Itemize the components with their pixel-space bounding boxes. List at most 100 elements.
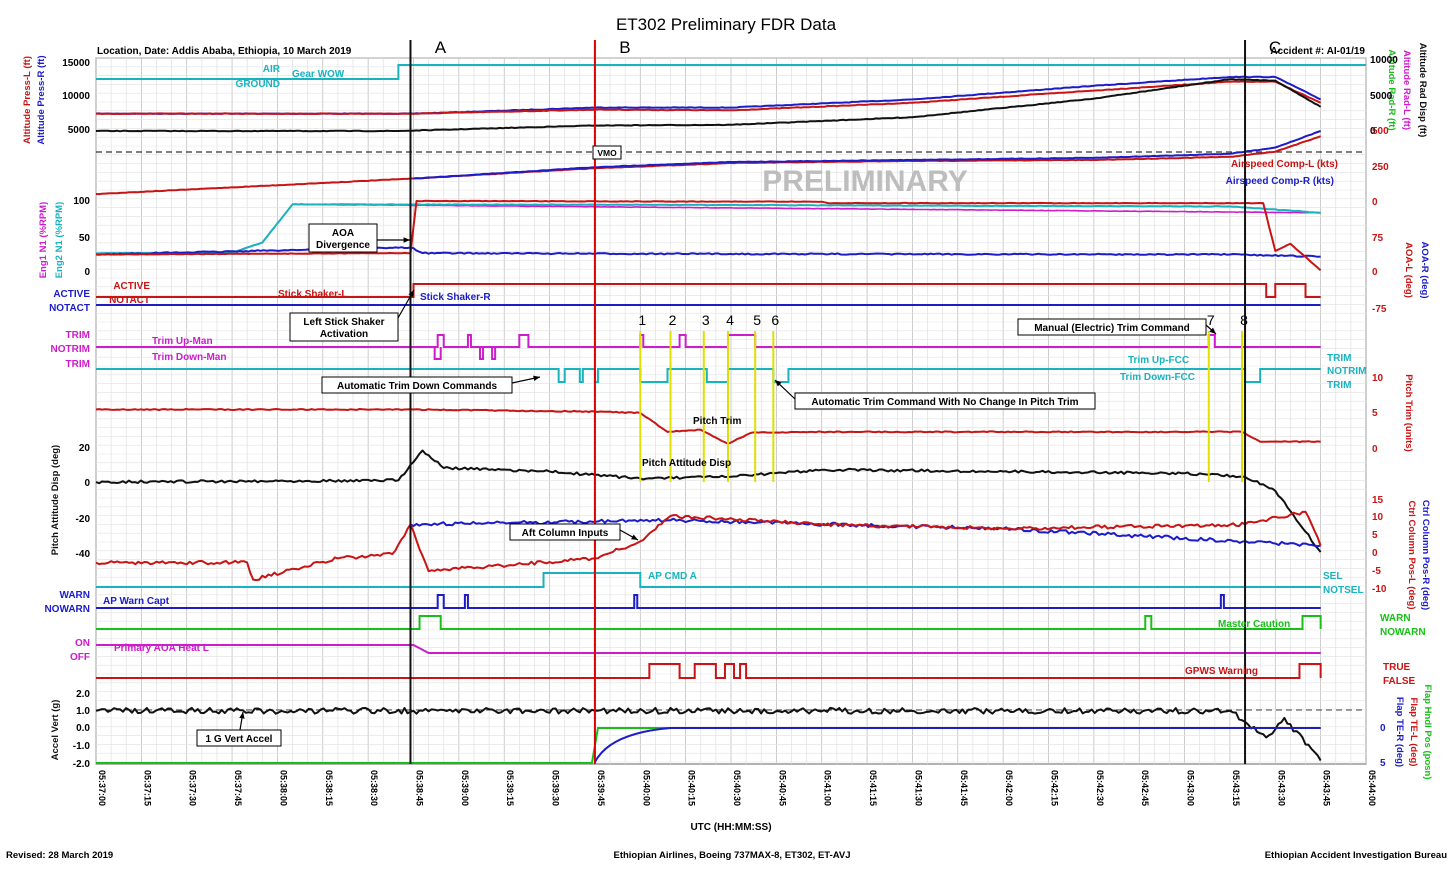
- callout-auto-trim-down-arrow-head: [533, 375, 540, 382]
- left-tick-pitch-att: 0: [84, 478, 90, 489]
- x-tick-label: 05:42:15: [1050, 770, 1060, 806]
- series-aoa-l: [95, 199, 1322, 271]
- series-airspeed-l: [95, 135, 1321, 196]
- right-tick-ctrl-col: -10: [1372, 584, 1387, 595]
- label-notact-red: NOTACT: [109, 295, 150, 306]
- x-tick-label: 05:37:45: [233, 770, 243, 806]
- label-sel: SEL: [1323, 571, 1342, 582]
- callout-aft-column-text: Aft Column Inputs: [522, 528, 609, 539]
- right-tick-flap: 5: [1380, 758, 1386, 769]
- right-label-ctrl-col-l: Ctrl Column Pos-L (deg): [1406, 500, 1417, 609]
- x-tick-label: 05:43:15: [1231, 770, 1241, 806]
- left-tick-alt: 15000: [62, 58, 90, 69]
- right-tick-pitch-trim: 10: [1372, 373, 1384, 384]
- x-tick-label: 05:41:15: [868, 770, 878, 806]
- label-notact-blue: NOTACT: [49, 303, 90, 314]
- grid: [95, 57, 1367, 765]
- label-active-blue: ACTIVE: [53, 289, 90, 300]
- x-tick-label: 05:43:00: [1186, 770, 1196, 806]
- series-gear-wow: [96, 64, 1366, 80]
- marker-label-7: 7: [1207, 312, 1215, 328]
- label-ap-cmd-a: AP CMD A: [648, 571, 697, 582]
- left-tick-accel: -2.0: [73, 759, 91, 770]
- right-label-aoa-l: AOA-L (deg): [1403, 242, 1414, 298]
- x-tick-label: 05:39:30: [551, 770, 561, 806]
- right-tick-ctrl-col: -5: [1372, 566, 1381, 577]
- x-tick-label: 05:37:30: [188, 770, 198, 806]
- callout-one-g-box: [196, 729, 282, 747]
- series-airspeed-r: [413, 130, 1321, 180]
- left-tick-pitch-att: -40: [76, 549, 91, 560]
- label-on: ON: [75, 638, 90, 649]
- label-trim-up-man: Trim Up-Man: [152, 336, 213, 347]
- x-tick-label: 05:39:45: [596, 770, 606, 806]
- label-false: FALSE: [1383, 676, 1416, 687]
- marker-label-5: 5: [753, 312, 761, 328]
- x-axis-label: UTC (HH:MM:SS): [690, 822, 771, 833]
- marker-label-6: 6: [771, 312, 779, 328]
- left-tick-n1: 0: [84, 267, 90, 278]
- x-tick-label: 05:43:45: [1322, 770, 1332, 806]
- event-label-b: B: [619, 38, 630, 57]
- right-tick-ctrl-col: 10: [1372, 512, 1384, 523]
- series-trim-down-man-pulse: [433, 347, 442, 360]
- right-label-ctrl-col-r: Ctrl Column Pos-R (deg): [1420, 500, 1431, 610]
- label-notrim-magenta: NOTRIM: [51, 344, 90, 355]
- series-altitude-press-l: [95, 80, 1322, 115]
- marker-label-1: 1: [638, 312, 646, 328]
- label-vmo: VMO: [597, 148, 617, 158]
- left-label-alt-press-l: Altitude Press-L (ft): [22, 56, 33, 144]
- right-tick-pitch-trim: 0: [1372, 444, 1378, 455]
- x-tick-label: 05:38:30: [369, 770, 379, 806]
- marker-label-4: 4: [726, 312, 734, 328]
- watermark: PRELIMINARY: [762, 165, 968, 198]
- right-tick-ctrl-col: 5: [1372, 530, 1378, 541]
- callout-auto-trim-down-text: Automatic Trim Down Commands: [337, 381, 497, 392]
- right-tick-alt: 5000: [1370, 91, 1393, 102]
- series-trim-up-man: [96, 334, 1321, 348]
- series-accel-vert: [95, 706, 1322, 761]
- callout-aoa-divergence-arrow-head: [403, 237, 410, 243]
- callout-aoa-divergence-text: AOA: [332, 228, 354, 239]
- left-label-pitch-att: Pitch Attitude Disp (deg): [50, 445, 61, 555]
- label-trim-cyan-2: TRIM: [1327, 380, 1351, 391]
- callout-one-g-text: 1 G Vert Accel: [206, 734, 273, 745]
- x-tick-label: 05:43:30: [1276, 770, 1286, 806]
- label-nowarn-green: NOWARN: [1380, 627, 1426, 638]
- left-tick-accel: 1.0: [76, 706, 90, 717]
- x-tick-label: 05:37:00: [97, 770, 107, 806]
- right-label-pitch-trim: Pitch Trim (units): [1403, 374, 1414, 452]
- x-tick-label: 05:41:00: [823, 770, 833, 806]
- x-tick-label: 05:39:00: [460, 770, 470, 806]
- chart-title: ET302 Preliminary FDR Data: [616, 15, 837, 34]
- series-ap-cmd-a: [96, 572, 1321, 588]
- series-trim-down-man-pulse: [491, 347, 497, 360]
- right-label-flap-te-r: Flap TE-R (deg): [1394, 697, 1405, 767]
- series-gpws-warning: [96, 663, 1322, 679]
- label-trim-up-fcc: Trim Up-FCC: [1128, 355, 1189, 366]
- series-master-caution: [96, 615, 1322, 630]
- label-air: AIR: [263, 64, 281, 75]
- label-ap-warn-capt: AP Warn Capt: [103, 596, 170, 607]
- right-tick-aoa: 0: [1372, 197, 1378, 208]
- callout-manual-trim-box: [1017, 318, 1207, 336]
- left-tick-accel: 2.0: [76, 689, 90, 700]
- x-tick-label: 05:40:15: [687, 770, 697, 806]
- x-tick-label: 05:42:45: [1140, 770, 1150, 806]
- callout-manual-trim-arrow-head: [1209, 327, 1216, 334]
- right-tick-pitch-trim: 5: [1372, 408, 1378, 419]
- right-tick-alt: 0: [1370, 126, 1376, 137]
- right-tick-aoa: 75: [1372, 233, 1384, 244]
- label-notsel: NOTSEL: [1323, 585, 1364, 596]
- marker-label-2: 2: [669, 312, 677, 328]
- series-trim-down-fcc: [96, 368, 1321, 383]
- left-tick-n1: 50: [79, 233, 91, 244]
- label-warn-green: WARN: [1380, 613, 1411, 624]
- label-gear-wow: Gear WOW: [292, 69, 345, 80]
- callout-aoa-divergence-box: [308, 223, 378, 253]
- label-warn-blue: WARN: [59, 590, 90, 601]
- label-airspeed-l: Airspeed Comp-L (kts): [1231, 159, 1338, 170]
- label-off: OFF: [70, 652, 90, 663]
- callout-auto-trim-no-change-arrow-head: [775, 380, 782, 387]
- label-stick-shaker-l: Stick Shaker-L: [278, 289, 347, 300]
